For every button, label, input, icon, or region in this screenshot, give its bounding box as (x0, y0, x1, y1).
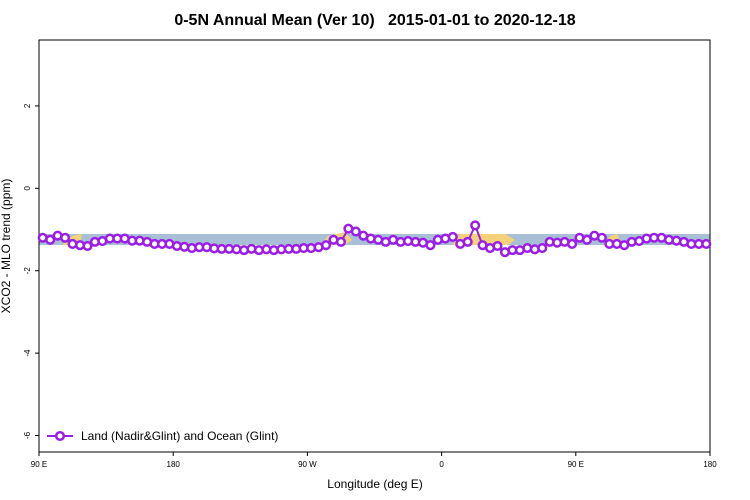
y-tick-label: 2 (23, 103, 32, 108)
data-point (492, 240, 503, 252)
data-point (537, 243, 548, 254)
x-tick-label: 0 (439, 460, 444, 469)
data-point (82, 240, 93, 252)
data-point (60, 232, 71, 243)
y-tick-label: 0 (23, 186, 32, 191)
legend: Land (Nadir&Glint) and Ocean (Glint) (47, 429, 278, 443)
data-point (567, 238, 578, 249)
x-tick-label: 180 (703, 460, 717, 469)
data-point (320, 240, 332, 251)
x-tick-label: 90 E (31, 460, 47, 469)
y-tick-label: -6 (23, 431, 32, 439)
legend-label: Land (Nadir&Glint) and Ocean (Glint) (81, 429, 278, 443)
data-point (701, 238, 712, 249)
y-tick-label: -4 (23, 349, 32, 357)
data-point (45, 234, 56, 245)
data-point (470, 220, 481, 231)
x-tick-label: 90 E (568, 460, 584, 469)
data-point (335, 236, 347, 247)
data-point (447, 231, 458, 242)
chart-title: 0-5N Annual Mean (Ver 10) 2015-01-01 to … (174, 12, 575, 29)
x-tick-label: 180 (167, 460, 181, 469)
data-point (425, 240, 436, 251)
data-point (462, 236, 473, 247)
data-point (596, 232, 607, 243)
y-tick-label: -2 (23, 267, 32, 275)
legend-marker (54, 430, 66, 442)
data-point (350, 226, 361, 237)
x-tick-label: 90 W (298, 460, 317, 469)
y-axis-label: XCO2 - MLO trend (ppm) (0, 179, 13, 314)
data-point (581, 234, 593, 245)
x-axis-label: Longitude (deg E) (327, 477, 422, 491)
